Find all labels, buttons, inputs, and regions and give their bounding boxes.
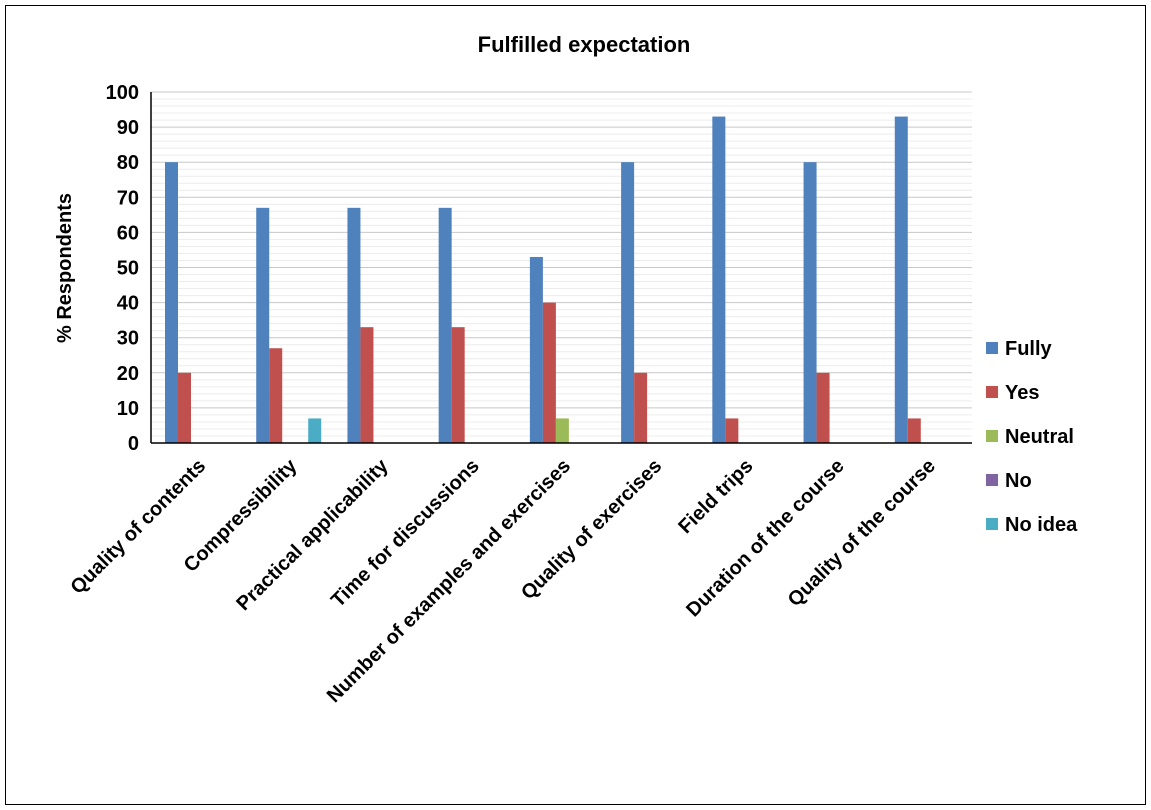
legend-swatch (986, 342, 998, 354)
bar-yes-3 (451, 327, 465, 443)
y-tick-label: 30 (117, 328, 139, 350)
bar-neutral-4 (555, 418, 569, 443)
legend-label: Fully (1005, 338, 1053, 360)
bar-fully-0 (165, 162, 178, 443)
bar-fully-7 (803, 162, 817, 443)
legend: Fully Yes Neutral No No idea (986, 338, 1078, 536)
x-tick-label: Time for discussions (327, 455, 484, 612)
legend-label: Neutral (1005, 426, 1074, 448)
bar-fully-2 (347, 207, 361, 443)
bar-yes-8 (907, 418, 921, 443)
chart-frame (5, 5, 1146, 805)
legend-swatch (986, 386, 998, 398)
x-tick-label: Duration of the course (682, 455, 848, 621)
bar-yes-4 (542, 302, 556, 443)
legend-swatch (986, 518, 998, 530)
bar-yes-5 (634, 372, 648, 443)
x-tick-label: Practical applicability (232, 454, 393, 615)
bar-fully-6 (712, 116, 726, 443)
bar-yes-0 (178, 372, 191, 443)
x-tick-label: Quality of the course (784, 455, 940, 611)
bar-fully-1 (256, 207, 270, 443)
y-axis-label: % Respondents (54, 193, 76, 343)
legend-label: No (1005, 470, 1032, 492)
y-tick-labels: 0 10 20 30 40 50 60 70 80 90 100 (106, 82, 139, 455)
y-tick-label: 100 (106, 82, 139, 104)
bar-yes-2 (360, 327, 374, 443)
legend-swatch (986, 474, 998, 486)
bar-fully-8 (894, 116, 908, 443)
y-tick-label: 20 (117, 363, 139, 385)
y-tick-label: 60 (117, 222, 139, 244)
bar-yes-1 (269, 348, 283, 443)
legend-label: Yes (1005, 382, 1039, 404)
bars (165, 116, 921, 443)
bar-fully-3 (438, 207, 452, 443)
y-tick-label: 0 (128, 433, 139, 455)
bar-yes-7 (816, 372, 830, 443)
y-tick-label: 10 (117, 398, 139, 420)
grid-lines (151, 91, 972, 437)
x-tick-label: Quality of contents (67, 455, 211, 599)
x-tick-label: Field trips (674, 455, 757, 538)
y-tick-label: 90 (117, 117, 139, 139)
axes (150, 92, 972, 444)
y-tick-label: 40 (117, 293, 139, 315)
legend-swatch (986, 430, 998, 442)
bar-fully-5 (621, 162, 635, 443)
chart-title: Fulfilled expectation (478, 32, 691, 57)
bar-fully-4 (529, 256, 543, 443)
bar-yes-6 (725, 418, 739, 443)
legend-label: No idea (1005, 514, 1078, 536)
y-tick-label: 50 (117, 258, 139, 280)
y-tick-label: 70 (117, 187, 139, 209)
y-tick-label: 80 (117, 152, 139, 174)
x-tick-labels: Quality of contentsCompressibilityPracti… (67, 454, 940, 707)
bar-no-idea-1 (308, 418, 322, 443)
